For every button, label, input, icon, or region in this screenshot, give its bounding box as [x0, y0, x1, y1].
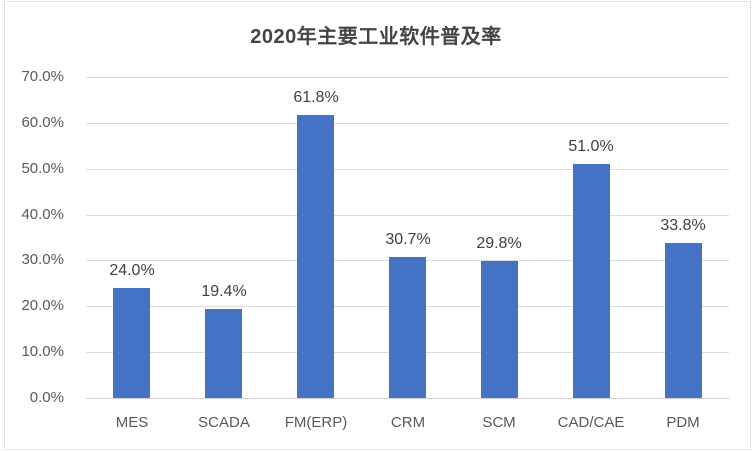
chart-title: 2020年主要工业软件普及率: [250, 26, 502, 48]
bar-fm-erp-: [297, 115, 334, 398]
gridline: [86, 215, 729, 216]
x-tick-label: FM(ERP): [284, 414, 348, 431]
y-tick-label: 20.0%: [21, 297, 64, 314]
y-tick-label: 70.0%: [21, 68, 64, 85]
x-tick-label: PDM: [666, 414, 700, 431]
bar-cad-cae: [573, 164, 610, 398]
bar-scada: [205, 309, 242, 398]
x-tick-label: SCM: [482, 414, 516, 431]
bar-mes: [113, 288, 150, 398]
bar-data-label: 24.0%: [109, 262, 155, 279]
bar-data-label: 61.8%: [293, 89, 339, 106]
y-tick-label: 0.0%: [29, 389, 64, 406]
x-tick-label: SCADA: [198, 414, 250, 431]
bar-data-label: 30.7%: [385, 231, 431, 248]
y-tick-label: 10.0%: [21, 343, 64, 360]
gridline: [86, 77, 729, 78]
y-tick-label: 60.0%: [21, 114, 64, 131]
bar-crm: [389, 257, 426, 398]
x-tick-label: CAD/CAE: [557, 414, 625, 431]
y-tick-label: 50.0%: [21, 160, 64, 177]
bar-data-label: 33.8%: [660, 217, 706, 234]
y-tick-label: 30.0%: [21, 251, 64, 268]
bar-scm: [481, 261, 518, 398]
bar-data-label: 51.0%: [568, 138, 614, 155]
bar-pdm: [665, 243, 702, 398]
y-tick-label: 40.0%: [21, 206, 64, 223]
bar-data-label: 19.4%: [201, 283, 247, 300]
gridline: [86, 169, 729, 170]
gridline: [86, 123, 729, 124]
x-tick-label: CRM: [390, 414, 426, 431]
x-axis-line: [86, 398, 729, 399]
bar-data-label: 29.8%: [476, 235, 522, 252]
x-tick-label: MES: [115, 414, 149, 431]
